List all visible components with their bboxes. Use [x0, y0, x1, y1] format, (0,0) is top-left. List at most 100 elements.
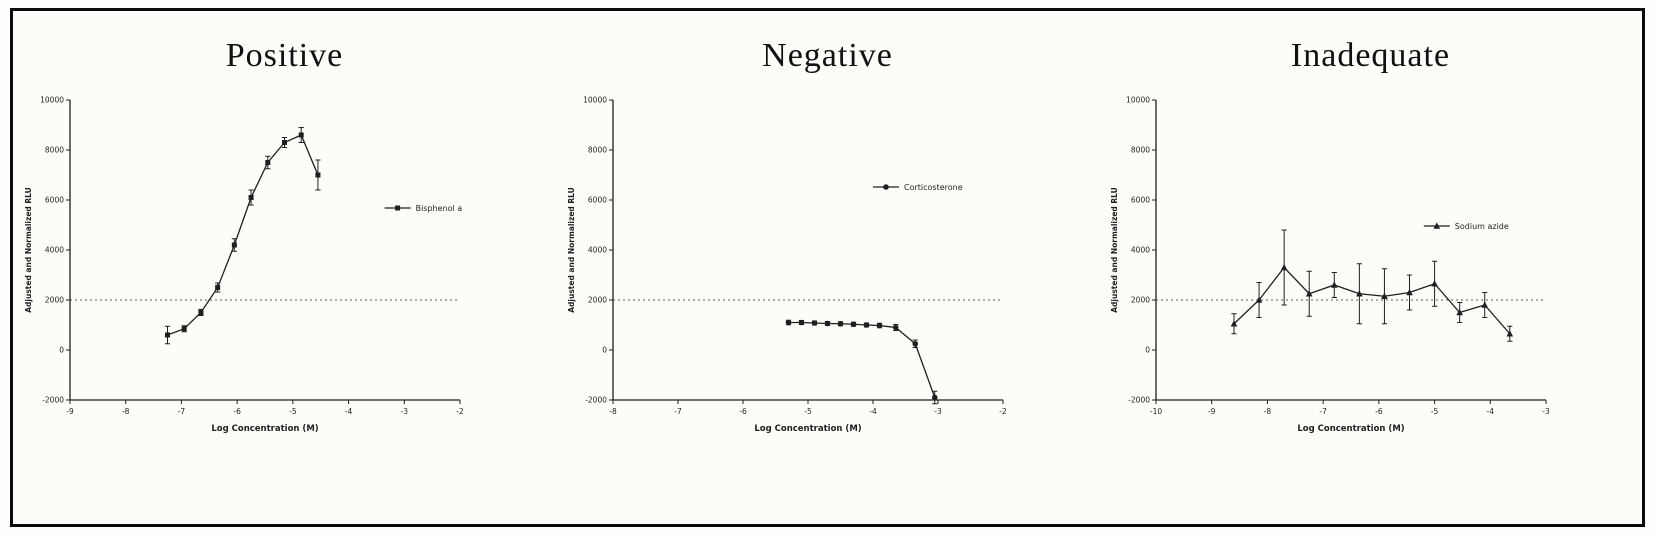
x-tick-label: -5 [804, 407, 812, 416]
x-tick-label: -7 [1319, 407, 1327, 416]
data-point-marker [1330, 281, 1338, 289]
data-point-marker [811, 320, 817, 327]
data-point-marker [181, 326, 187, 332]
y-tick-label: 2000 [1130, 296, 1149, 305]
data-point-marker [298, 132, 304, 138]
panel-inadequate: Inadequate 10000 8000 6000 4000 2000 0 -2000 -1… [1099, 11, 1642, 524]
x-tick-label: -6 [1375, 407, 1383, 416]
data-point-marker [837, 321, 843, 327]
data-point-marker [1255, 296, 1262, 304]
y-tick-label: 10000 [583, 96, 607, 105]
data-point-marker [1455, 309, 1463, 316]
data-point-marker [1430, 280, 1438, 287]
y-axis-label: Adjusted and Normalized RLU [1110, 188, 1119, 314]
y-tick-label: 6000 [44, 196, 63, 205]
data-point-marker [1355, 290, 1363, 297]
y-tick-label: 4000 [587, 246, 606, 255]
y-tick-label: 0 [602, 346, 607, 355]
data-point-marker [1505, 330, 1513, 337]
data-point-marker [931, 395, 938, 401]
x-tick-label: -3 [400, 407, 408, 416]
y-tick-label: 10000 [1126, 96, 1150, 105]
x-tick-label: -2 [456, 407, 464, 416]
chart-negative: 10000 8000 6000 4000 2000 0 -2000 -8 -7 -6 -5 -4 -3 -… [563, 84, 1093, 461]
y-tick-label: 8000 [587, 146, 606, 155]
data-point-marker [214, 285, 220, 291]
data-point-marker [197, 310, 203, 316]
x-tick-label: -6 [233, 407, 241, 416]
x-tick-label: -5 [289, 407, 297, 416]
chart-svg: 10000 8000 6000 4000 2000 0 -2000-9 -8 -7 -6 -5 -4 -… [24, 96, 464, 435]
y-tick-label: 6000 [587, 196, 606, 205]
data-point-marker [314, 172, 320, 178]
data-point-marker [911, 341, 918, 347]
x-tick-label: -4 [869, 407, 877, 416]
y-tick-label: 4000 [44, 246, 63, 255]
legend-marker [882, 184, 889, 191]
data-point-marker [1380, 293, 1388, 300]
x-tick-label: -8 [609, 407, 617, 416]
y-tick-label: 4000 [1130, 246, 1149, 255]
x-tick-label: -7 [674, 407, 682, 416]
y-tick-label: 2000 [587, 296, 606, 305]
chart-svg: 10000 8000 6000 4000 2000 0 -2000-8 -7 -6 -5 -4 -3 -… [567, 96, 1007, 435]
x-axis-label: Log Concentration (M) [211, 424, 318, 434]
data-point-marker [892, 325, 899, 331]
x-tick-label: -9 [1207, 407, 1215, 416]
data-line [788, 322, 935, 399]
x-tick-label: -3 [934, 407, 942, 416]
data-point-marker [164, 332, 170, 338]
data-point-marker [850, 321, 856, 328]
x-tick-label: -8 [121, 407, 129, 416]
data-point-marker [281, 140, 287, 146]
legend-label: Sodium azide [1454, 222, 1508, 231]
y-tick-label: -2000 [585, 396, 607, 405]
y-tick-label: 6000 [1130, 196, 1149, 205]
y-tick-label: 8000 [44, 146, 63, 155]
x-axis-label: Log Concentration (M) [1297, 424, 1404, 434]
x-tick-label: -2 [999, 407, 1007, 416]
data-line [1233, 266, 1510, 335]
panel-negative: Negative 10000 8000 6000 4000 2000 0 -2000 -8 -7… [556, 11, 1099, 524]
x-tick-label: -6 [739, 407, 747, 416]
data-point-marker [1305, 290, 1313, 297]
data-point-marker [1405, 289, 1413, 296]
y-axis-label: Adjusted and Normalized RLU [24, 188, 33, 314]
legend-marker [1433, 222, 1440, 230]
y-tick-label: 0 [59, 346, 64, 355]
x-axis-label: Log Concentration (M) [754, 424, 861, 434]
x-tick-label: -8 [1263, 407, 1271, 416]
legend-label: Bisphenol a [415, 204, 462, 213]
panel-title-positive: Positive [225, 37, 344, 74]
y-axis-label: Adjusted and Normalized RLU [567, 188, 576, 314]
data-point-marker [264, 160, 270, 166]
y-tick-label: 8000 [1130, 146, 1149, 155]
panel-title-negative: Negative [762, 37, 893, 74]
x-tick-label: -4 [344, 407, 352, 416]
legend-label: Corticosterone [904, 183, 963, 192]
y-tick-label: 10000 [40, 96, 64, 105]
x-tick-label: -4 [1486, 407, 1494, 416]
data-point-marker [863, 322, 869, 329]
chart-positive: 10000 8000 6000 4000 2000 0 -2000 -9 -8 -7 -6 -5 -4 -… [20, 84, 550, 461]
data-point-marker [876, 323, 882, 329]
data-point-marker [248, 195, 254, 201]
chart-svg: 10000 8000 6000 4000 2000 0 -2000 -10 -9 -8 -7 -6 -5… [1110, 96, 1550, 435]
x-tick-label: -3 [1542, 407, 1550, 416]
y-tick-label: 2000 [44, 296, 63, 305]
y-tick-label: -2000 [42, 396, 64, 405]
data-line [166, 134, 319, 336]
chart-inadequate: 10000 8000 6000 4000 2000 0 -2000 -10 -9 -8 -7 -6 -5… [1106, 84, 1636, 461]
data-point-marker [1480, 301, 1488, 309]
x-tick-label: -10 [1149, 407, 1161, 416]
data-point-marker [1230, 320, 1237, 327]
panel-title-inadequate: Inadequate [1290, 37, 1451, 74]
x-tick-label: -7 [177, 407, 185, 416]
y-tick-label: -2000 [1128, 396, 1150, 405]
legend-marker [394, 205, 400, 211]
x-tick-label: -9 [66, 407, 74, 416]
data-point-marker [1280, 264, 1287, 271]
panel-positive: Positive 10000 8000 6000 4000 2000 0 -2000 -9 -8… [13, 11, 556, 524]
y-tick-label: 0 [1145, 346, 1150, 355]
